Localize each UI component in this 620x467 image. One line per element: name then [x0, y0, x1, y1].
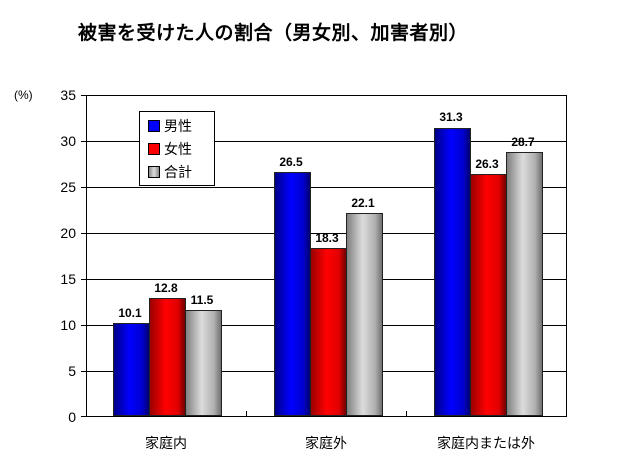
value-label: 10.1: [118, 306, 142, 320]
value-label: 22.1: [351, 196, 375, 210]
gridline: [87, 141, 566, 142]
legend-swatch-red-icon: [148, 143, 160, 155]
bar-female-either: [470, 174, 507, 416]
legend: 男性 女性 合計: [139, 111, 215, 186]
legend-swatch-gray-icon: [148, 166, 160, 178]
gridline: [87, 187, 566, 188]
y-tick: [81, 233, 87, 234]
y-tick: [81, 95, 87, 96]
legend-item-male: 男性: [148, 116, 192, 136]
y-tick-label: 15: [60, 271, 76, 287]
y-tick-label: 35: [60, 87, 76, 103]
y-tick-label: 10: [60, 317, 76, 333]
legend-swatch-blue-icon: [148, 120, 160, 132]
legend-label: 男性: [164, 119, 192, 135]
legend-label: 女性: [164, 142, 192, 158]
value-label: 26.5: [279, 155, 303, 169]
bar-total-either: [506, 152, 543, 416]
y-tick: [81, 187, 87, 188]
value-label: 26.3: [475, 157, 499, 171]
chart-title: 被害を受けた人の割合（男女別、加害者別）: [78, 22, 469, 44]
x-category-label: 家庭内: [145, 436, 187, 452]
y-tick-label: 30: [60, 133, 76, 149]
value-label: 12.8: [154, 281, 178, 295]
value-label: 31.3: [439, 110, 463, 124]
legend-item-female: 女性: [148, 139, 192, 159]
y-tick: [81, 279, 87, 280]
y-tick-label: 5: [68, 363, 76, 379]
y-tick-label: 25: [60, 179, 76, 195]
y-tick: [81, 416, 87, 417]
y-tick: [81, 141, 87, 142]
x-tick: [406, 411, 407, 416]
gridline: [87, 233, 566, 234]
value-label: 28.7: [511, 135, 535, 149]
bar-male-either: [434, 128, 471, 416]
bar-male-katei-nai: [113, 323, 150, 416]
value-label: 18.3: [315, 231, 339, 245]
value-label: 11.5: [190, 293, 214, 307]
y-tick-label: 0: [68, 409, 76, 425]
y-tick-label: 20: [60, 225, 76, 241]
x-category-label: 家庭内または外: [437, 436, 535, 452]
bar-total-katei-gai: [346, 213, 383, 416]
plot-area: [81, 95, 567, 417]
legend-label: 合計: [164, 165, 192, 181]
y-tick: [81, 371, 87, 372]
bar-total-katei-nai: [185, 310, 222, 416]
y-tick: [81, 325, 87, 326]
bar-female-katei-gai: [310, 248, 347, 416]
bar-male-katei-gai: [274, 172, 311, 416]
legend-item-total: 合計: [148, 162, 192, 182]
x-tick: [246, 411, 247, 416]
y-axis-unit: (%): [14, 88, 33, 102]
x-category-label: 家庭外: [305, 436, 347, 452]
bar-female-katei-nai: [149, 298, 186, 416]
